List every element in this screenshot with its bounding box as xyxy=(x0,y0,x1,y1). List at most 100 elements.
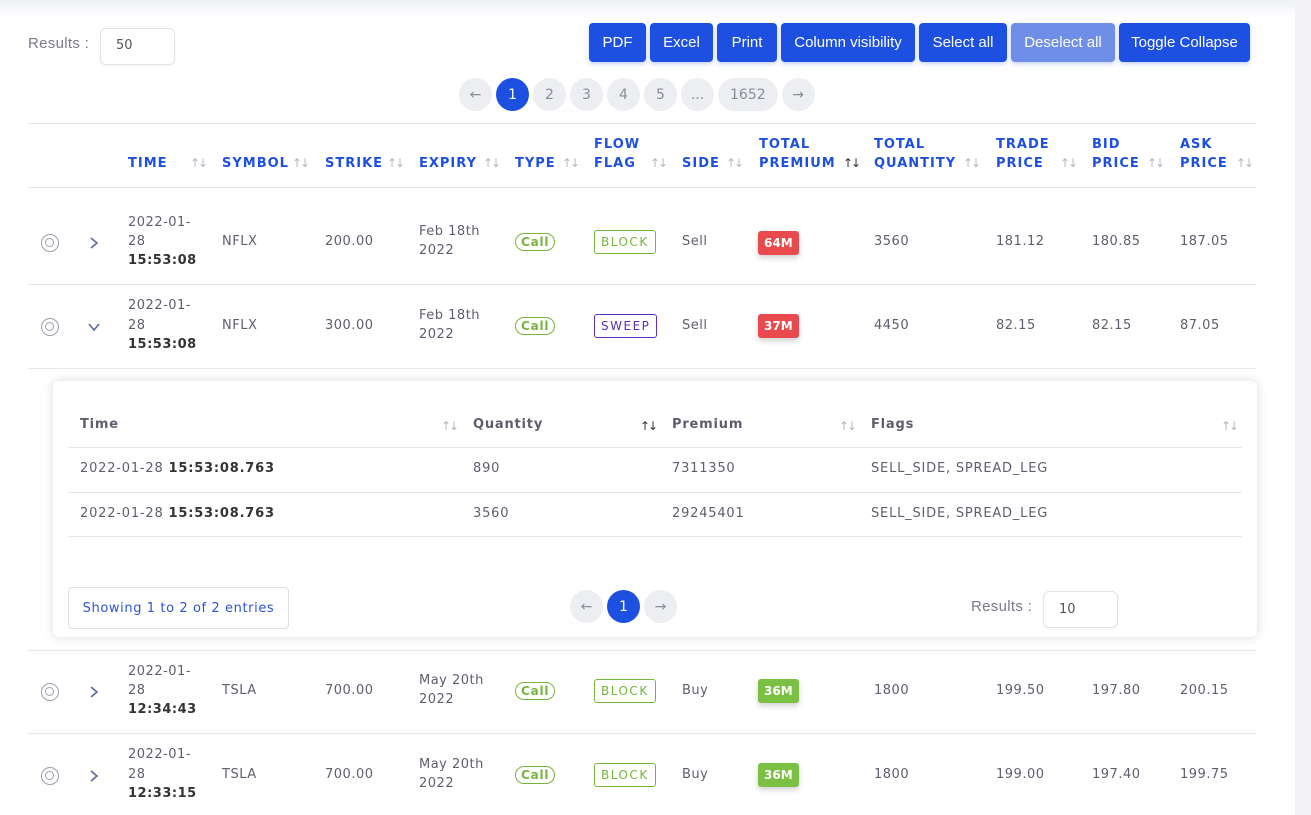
header-total-quantity-line1[interactable]: TOTAL xyxy=(874,137,926,152)
pdf-button[interactable]: PDF xyxy=(589,23,646,62)
sub-page-button-1[interactable]: 1 xyxy=(607,590,640,623)
sort-icon[interactable]: ↑↓ xyxy=(483,156,501,170)
sort-icon[interactable]: ↑↓ xyxy=(1221,419,1239,433)
header-ask-price-line1[interactable]: ASK xyxy=(1180,137,1213,152)
row-symbol[interactable]: TSLA xyxy=(222,767,257,782)
sort-icon[interactable]: ↑↓ xyxy=(292,156,310,170)
header-flow-flag-line2[interactable]: FLAG xyxy=(594,156,636,171)
sub-row-quantity: 890 xyxy=(473,461,501,476)
sub-row-premium: 29245401 xyxy=(672,506,745,521)
row-expiry-line1: May 20th xyxy=(419,757,484,772)
header-symbol[interactable]: SYMBOL xyxy=(222,156,289,171)
row-bid-price: 197.80 xyxy=(1092,683,1141,698)
page-button-3[interactable]: 3 xyxy=(570,78,603,111)
sub-header-time[interactable]: Time xyxy=(80,417,119,432)
sub-row-time: 2022-01-28 15:53:08.763 xyxy=(80,461,275,476)
main-pagination: ← 1 2 3 4 5 ... 1652 → xyxy=(459,78,819,111)
sort-icon[interactable]: ↑↓ xyxy=(963,156,981,170)
sub-next-page-button[interactable]: → xyxy=(644,590,677,623)
excel-button[interactable]: Excel xyxy=(650,23,713,62)
sort-icon[interactable]: ↑↓ xyxy=(650,156,668,170)
header-total-quantity-line2[interactable]: QUANTITY xyxy=(874,156,957,171)
flow-flag-badge: BLOCK xyxy=(594,230,656,254)
results-per-page-input[interactable]: 50 xyxy=(100,28,175,65)
flow-flag-badge: BLOCK xyxy=(594,679,656,703)
toggle-collapse-button[interactable]: Toggle Collapse xyxy=(1119,23,1250,62)
row-ask-price: 199.75 xyxy=(1180,767,1229,782)
row-symbol[interactable]: NFLX xyxy=(222,234,258,249)
page-button-4[interactable]: 4 xyxy=(607,78,640,111)
sub-row-clock: 15:53:08.763 xyxy=(168,506,275,521)
sort-desc-icon[interactable]: ↑↓ xyxy=(843,156,861,170)
sort-asc-icon[interactable]: ↑↓ xyxy=(640,419,658,433)
premium-badge: 36M xyxy=(758,679,799,703)
next-page-button[interactable]: → xyxy=(781,78,815,111)
sub-results-per-page-input[interactable]: 10 xyxy=(1043,591,1118,628)
header-trade-price-line1[interactable]: TRADE xyxy=(996,137,1050,152)
header-trade-price-line2[interactable]: PRICE xyxy=(996,156,1044,171)
premium-badge: 37M xyxy=(758,314,799,338)
row-symbol[interactable]: TSLA xyxy=(222,683,257,698)
divider xyxy=(28,368,1256,369)
header-expiry[interactable]: EXPIRY xyxy=(419,156,477,171)
sort-icon[interactable]: ↑↓ xyxy=(562,156,580,170)
sub-header-flags[interactable]: Flags xyxy=(871,417,915,432)
header-time[interactable]: TIME xyxy=(128,156,168,171)
sort-icon[interactable]: ↑↓ xyxy=(1236,156,1254,170)
divider xyxy=(28,123,1256,124)
row-symbol[interactable]: NFLX xyxy=(222,318,258,333)
divider xyxy=(68,536,1242,537)
sub-header-quantity[interactable]: Quantity xyxy=(473,417,544,432)
sort-icon[interactable]: ↑↓ xyxy=(441,419,459,433)
header-bid-price-line2[interactable]: PRICE xyxy=(1092,156,1140,171)
sub-prev-page-button[interactable]: ← xyxy=(570,590,603,623)
crosshair-target-icon[interactable] xyxy=(41,683,59,701)
type-badge: Call xyxy=(515,233,556,251)
header-bid-price-line1[interactable]: BID xyxy=(1092,137,1121,152)
crosshair-target-icon[interactable] xyxy=(41,234,59,252)
row-date-line1: 2022-01- xyxy=(128,215,192,230)
print-button[interactable]: Print xyxy=(717,23,777,62)
sort-icon[interactable]: ↑↓ xyxy=(1060,156,1078,170)
row-strike: 700.00 xyxy=(325,683,374,698)
row-date-line1: 2022-01- xyxy=(128,664,192,679)
crosshair-target-icon[interactable] xyxy=(41,318,59,336)
sub-row-date: 2022-01-28 xyxy=(80,461,164,476)
row-date-line2: 28 xyxy=(128,683,146,698)
sub-row-date: 2022-01-28 xyxy=(80,506,164,521)
row-strike: 700.00 xyxy=(325,767,374,782)
chevron-right-icon[interactable] xyxy=(86,235,102,251)
sub-row-clock: 15:53:08.763 xyxy=(168,461,275,476)
header-ask-price-line2[interactable]: PRICE xyxy=(1180,156,1228,171)
select-all-button[interactable]: Select all xyxy=(919,23,1007,62)
sub-header-premium[interactable]: Premium xyxy=(672,417,744,432)
page-button-5[interactable]: 5 xyxy=(644,78,677,111)
sort-icon[interactable]: ↑↓ xyxy=(1147,156,1165,170)
header-flow-flag-line1[interactable]: FLOW xyxy=(594,137,641,152)
row-time: 15:53:08 xyxy=(128,337,197,352)
sort-icon[interactable]: ↑↓ xyxy=(726,156,744,170)
chevron-right-icon[interactable] xyxy=(86,768,102,784)
scrollbar[interactable] xyxy=(1295,0,1311,815)
chevron-right-icon[interactable] xyxy=(86,684,102,700)
prev-page-button[interactable]: ← xyxy=(459,78,492,111)
row-date-line1: 2022-01- xyxy=(128,298,192,313)
header-strike[interactable]: STRIKE xyxy=(325,156,384,171)
top-shadow xyxy=(0,0,1295,18)
column-visibility-button[interactable]: Column visibility xyxy=(781,23,915,62)
row-quantity: 3560 xyxy=(874,234,910,249)
chevron-down-icon[interactable] xyxy=(86,319,102,335)
crosshair-target-icon[interactable] xyxy=(41,767,59,785)
page-button-1[interactable]: 1 xyxy=(496,78,529,111)
page-button-last[interactable]: 1652 xyxy=(718,78,778,111)
sort-icon[interactable]: ↑↓ xyxy=(387,156,405,170)
sort-icon[interactable]: ↑↓ xyxy=(190,156,208,170)
header-total-premium-line2[interactable]: PREMIUM xyxy=(759,156,836,171)
header-total-premium-line1[interactable]: TOTAL xyxy=(759,137,811,152)
header-side[interactable]: SIDE xyxy=(682,156,720,171)
header-type[interactable]: TYPE xyxy=(515,156,556,171)
divider xyxy=(68,492,1242,493)
deselect-all-button[interactable]: Deselect all xyxy=(1011,23,1115,62)
page-button-2[interactable]: 2 xyxy=(533,78,566,111)
sort-icon[interactable]: ↑↓ xyxy=(839,419,857,433)
